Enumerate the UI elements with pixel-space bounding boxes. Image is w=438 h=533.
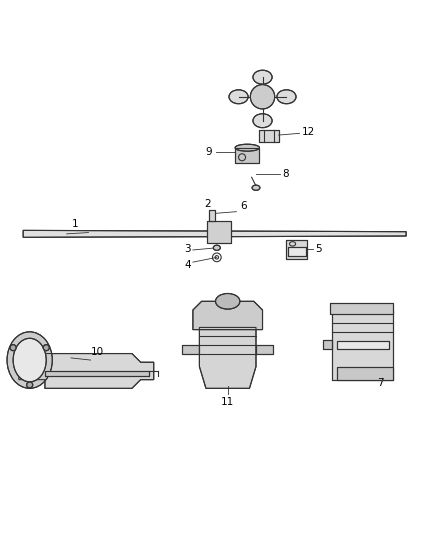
Bar: [45, 370, 149, 376]
Ellipse shape: [253, 70, 272, 84]
Polygon shape: [193, 301, 262, 329]
Bar: [207, 221, 231, 244]
Bar: [209, 210, 215, 221]
Text: 1: 1: [72, 219, 79, 229]
Text: 12: 12: [302, 127, 315, 138]
Text: 7: 7: [377, 378, 383, 388]
Bar: [286, 239, 307, 259]
Ellipse shape: [235, 144, 259, 151]
Ellipse shape: [213, 245, 220, 251]
Polygon shape: [19, 345, 154, 389]
Text: 9: 9: [206, 147, 212, 157]
Bar: [45, 370, 149, 376]
Bar: [259, 130, 279, 142]
Ellipse shape: [252, 185, 260, 190]
Text: 10: 10: [91, 346, 104, 357]
Ellipse shape: [251, 85, 275, 109]
Ellipse shape: [43, 345, 49, 351]
Bar: [336, 341, 389, 349]
Bar: [288, 247, 306, 256]
Bar: [235, 148, 259, 163]
Bar: [235, 148, 259, 163]
Bar: [288, 247, 306, 256]
Ellipse shape: [10, 345, 16, 351]
Ellipse shape: [253, 114, 272, 128]
Text: 2: 2: [204, 199, 211, 209]
Polygon shape: [336, 367, 393, 379]
Ellipse shape: [229, 90, 248, 104]
Text: 8: 8: [282, 169, 289, 179]
Bar: [286, 239, 307, 259]
Polygon shape: [256, 345, 273, 353]
Text: 4: 4: [184, 260, 191, 270]
Bar: [330, 303, 393, 314]
Bar: [209, 210, 215, 221]
Polygon shape: [182, 345, 199, 353]
Ellipse shape: [277, 90, 296, 104]
Text: 11: 11: [221, 397, 234, 407]
Text: 3: 3: [184, 244, 191, 254]
Bar: [207, 221, 231, 244]
Ellipse shape: [7, 332, 52, 389]
Polygon shape: [332, 310, 393, 379]
Ellipse shape: [27, 382, 33, 388]
Polygon shape: [23, 230, 406, 237]
Polygon shape: [323, 341, 332, 349]
Bar: [259, 130, 279, 142]
Ellipse shape: [215, 294, 240, 309]
Text: 6: 6: [240, 201, 247, 211]
Bar: [336, 341, 389, 349]
Bar: [330, 303, 393, 314]
Ellipse shape: [13, 338, 46, 382]
Polygon shape: [199, 327, 256, 389]
Text: 5: 5: [315, 244, 321, 254]
